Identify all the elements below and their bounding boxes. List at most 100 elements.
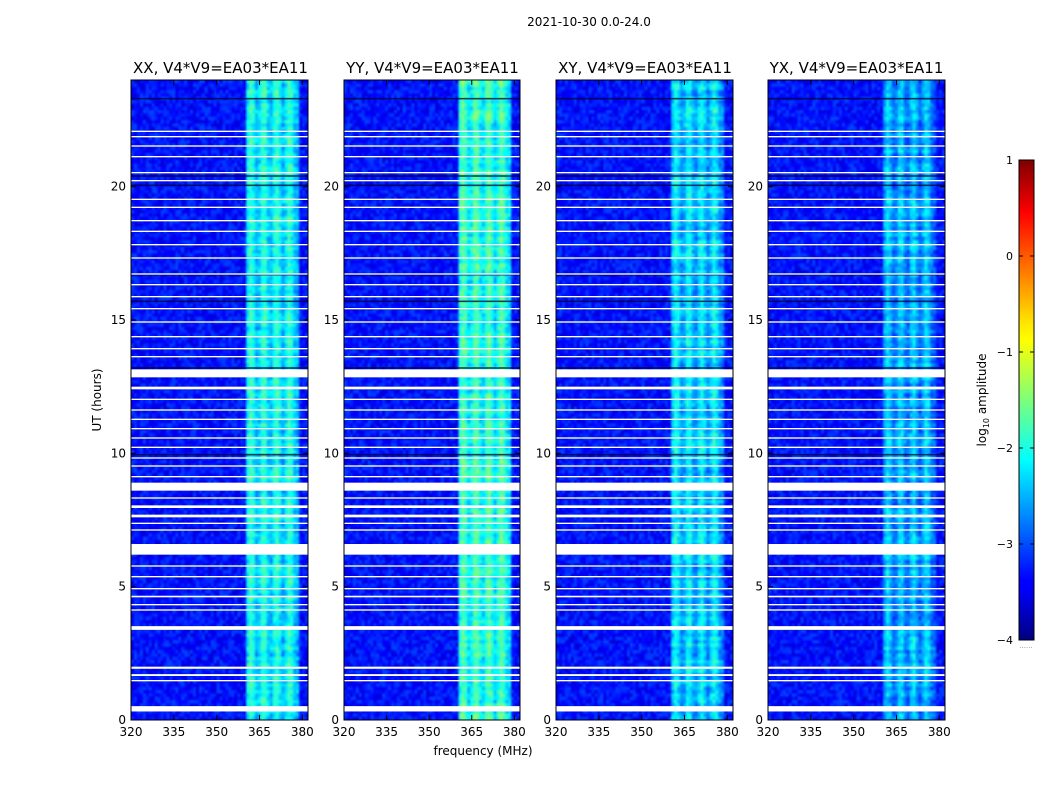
low-amplitude-row [344,184,520,187]
y-ticks: 0 5 10 15 20 [111,180,308,727]
y-tick-label: 10 [324,446,339,460]
flagged-row [131,514,308,518]
y-tick-label: 20 [324,180,339,194]
flagged-row [131,136,308,138]
panel-title: YY, V4*V9=EA03*EA11 [345,59,519,77]
low-amplitude-row [556,367,733,369]
x-tick-label: 350 [418,725,441,739]
flagged-row [344,497,520,499]
x-tick-label: 380 [503,725,526,739]
low-amplitude-row [344,97,520,100]
flagged-row [344,626,520,630]
x-ticks: 320 335 350 365 380 [545,80,739,739]
panel-yx: YX, V4*V9=EA03*EA11 320 335 350 365 380 0 5 10… [748,59,951,739]
flagged-row [768,437,945,439]
flagged-row [768,230,945,232]
y-tick-label: 10 [536,446,551,460]
flagged-row [768,296,945,298]
y-ticks: 0 5 10 15 20 [536,180,733,727]
flagged-row [131,230,308,232]
x-ticks: 320 335 350 365 380 [757,80,951,739]
flagged-row [344,604,520,606]
plot-frame [130,79,309,721]
panel-title: XY, V4*V9=EA03*EA11 [558,59,732,77]
y-ticks: 0 5 10 15 20 [748,180,945,727]
flagged-row [556,180,733,182]
flagged-row [768,145,945,147]
flagged-row [131,156,308,158]
flagged-row [344,418,520,420]
flagged-row [556,348,733,350]
low-amplitude-row [344,453,520,456]
low-amplitude-row [768,300,945,303]
flagged-row [344,172,520,174]
flagged-row [131,198,308,200]
low-amplitude-row [768,367,945,369]
flagged-row [131,336,308,338]
flagged-row [768,409,945,411]
flagged-row [556,482,733,491]
flagged-row [344,409,520,411]
low-amplitude-row [344,300,520,303]
flagged-row [344,220,520,222]
flagged-row [556,609,733,611]
flagged-row [131,609,308,611]
flagged-row [131,130,308,132]
flagged-row [344,369,520,378]
flagged-row [768,565,945,567]
flagged-row [131,482,308,491]
colorbar-tick-label: 1 [1006,154,1013,167]
colorbar-tick-label: 0 [1006,250,1013,263]
panel-yy: YY, V4*V9=EA03*EA11 320 335 350 365 380 0 5 10… [324,59,526,739]
flagged-row [344,529,520,531]
flagged-row [768,220,945,222]
colorbar-gradient [1019,160,1034,640]
flagged-row [131,595,308,598]
flagged-row [768,476,945,478]
colorbar-tick-label: −4 [997,634,1013,647]
flagged-row [556,220,733,222]
flagged-row [768,180,945,182]
flagged-row [344,257,520,259]
y-tick-label: 0 [118,713,126,727]
flagged-row [344,446,520,448]
flagged-row [556,136,733,138]
flagged-row [131,409,308,411]
flagged-row [131,529,308,531]
y-tick-label: 0 [331,713,339,727]
flagged-row [768,198,945,200]
flagged-row [131,273,308,275]
flagged-row [768,522,945,524]
flagged-row [344,321,520,323]
flagged-row [768,356,945,358]
flagged-row [344,674,520,676]
x-tick-label: 350 [842,725,865,739]
flagged-row [344,465,520,467]
x-tick-label: 320 [545,725,568,739]
flagged-row [344,544,520,555]
flagged-row [768,576,945,578]
flagged-row [344,336,520,338]
flagged-row [556,130,733,132]
x-tick-label: 335 [799,725,822,739]
flagged-row [344,457,520,459]
heatmap-image [344,80,520,720]
flagged-row [344,565,520,567]
flagged-row [344,356,520,358]
flagged-row [344,348,520,350]
flagged-row [768,595,945,598]
flagged-row [344,437,520,439]
flagged-row [131,457,308,459]
flagged-row [556,446,733,448]
flagged-row [556,308,733,310]
x-tick-label: 350 [205,725,228,739]
flagged-row [131,497,308,499]
x-ticks: 320 335 350 365 380 [120,80,314,739]
flagged-row [556,588,733,590]
flagged-row [768,497,945,499]
x-tick-label: 380 [716,725,739,739]
flagged-row [768,257,945,259]
flagged-row [768,156,945,158]
x-tick-label: 320 [120,725,143,739]
flagged-row [556,321,733,323]
